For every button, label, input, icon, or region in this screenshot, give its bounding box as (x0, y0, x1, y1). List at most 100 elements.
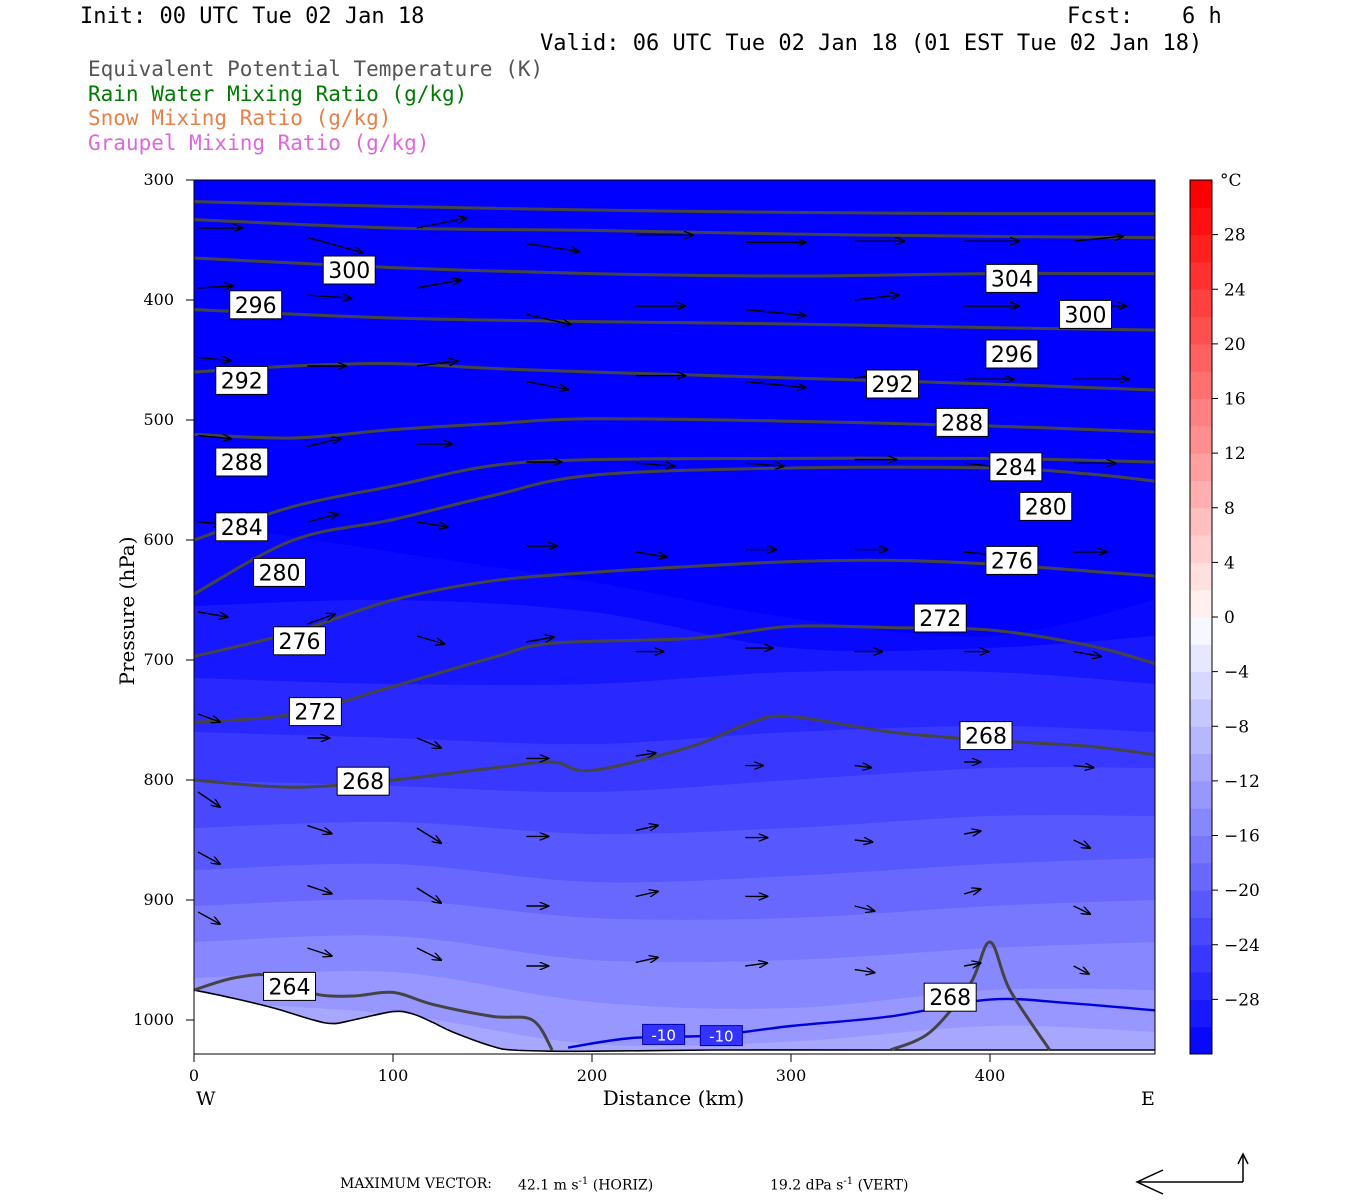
wind-vector (854, 906, 875, 911)
theta-e-contour (889, 940, 1051, 1052)
wind-vector (1073, 766, 1094, 768)
contour-label-box (229, 290, 283, 320)
wind-vector (307, 236, 362, 253)
colorbar-tick-label: 16 (1224, 390, 1246, 410)
theta-e-contour (194, 308, 1155, 332)
wind-vector (197, 791, 220, 807)
valid-time: Valid: 06 UTC Tue 02 Jan 18 (01 EST Tue … (540, 31, 1203, 56)
colorbar-band (1190, 453, 1212, 481)
x-end-label-east: E (1141, 1088, 1155, 1110)
contour-label-box (913, 603, 967, 633)
colorbar-band (1190, 617, 1212, 645)
contour-label-box (1059, 299, 1113, 329)
contour-label: 280 (1025, 495, 1067, 520)
wind-vector (416, 947, 441, 960)
wind-vector (416, 218, 467, 229)
max-vector-horiz: 42.1 m s-1 (HORIZ) (518, 1176, 653, 1194)
contour-label-box (263, 971, 317, 1001)
contour-label-box (215, 365, 269, 395)
contour-label: 268 (965, 725, 1007, 750)
contour-label: 284 (995, 456, 1037, 481)
y-tick-label: 400 (143, 290, 174, 309)
wind-vector (307, 824, 331, 834)
horiz-unit: m s (553, 1177, 579, 1194)
wind-vector (745, 963, 767, 966)
colorbar-band (1190, 343, 1212, 372)
theta-e-contour (194, 362, 1155, 392)
horiz-tag: (HORIZ) (592, 1177, 654, 1194)
contour-label: 304 (991, 267, 1033, 292)
colorbar-band (1190, 671, 1212, 700)
wind-vector (854, 840, 873, 842)
wind-vector (197, 851, 220, 864)
init-time: Init: 00 UTC Tue 02 Jan 18 (80, 4, 425, 29)
wind-vector (635, 463, 675, 466)
wind-vector (854, 970, 875, 973)
contour-label: 264 (269, 975, 311, 1000)
y-tick-label: 800 (143, 770, 174, 789)
colorbar: 28 24 20 16 12 8 4 0 −4 −8 −12 −16 −20 −24 −28 °C (1189, 171, 1260, 1055)
contour-label: 296 (991, 343, 1033, 368)
contour-label: 292 (871, 373, 913, 398)
wind-vector (526, 313, 570, 324)
wind-vector (307, 438, 340, 448)
forecast-label: Fcst: (1067, 4, 1134, 29)
wind-vector (1073, 905, 1091, 914)
colorbar-band (1190, 589, 1212, 618)
contour-label-box (1019, 491, 1073, 521)
colorbar-band (1190, 234, 1212, 263)
contour-label-box (989, 452, 1043, 482)
colorbar-band (1190, 425, 1212, 454)
colorbar-tick-label: −12 (1224, 772, 1260, 792)
max-vector-label: MAXIMUM VECTOR: (340, 1176, 492, 1192)
wind-vector (526, 242, 579, 252)
y-tick-label: 900 (143, 890, 174, 909)
legend-rain: Rain Water Mixing Ratio (g/kg) (88, 82, 468, 106)
isotherm-label-box (699, 1025, 743, 1047)
contour-label-box (865, 369, 919, 399)
wind-vector (416, 361, 458, 367)
theta-e-contour (194, 200, 1155, 216)
contour-label: 280 (259, 561, 301, 586)
contour-label-box (959, 721, 1013, 751)
colorbar-tick-label: −4 (1224, 663, 1249, 683)
contour-label: 300 (328, 259, 370, 284)
colorbar-band (1190, 261, 1212, 290)
theta-e-contour (194, 973, 554, 1051)
colorbar-band (1190, 644, 1212, 673)
vert-value: 19.2 (770, 1177, 802, 1194)
temperature-shading (194, 180, 1155, 1054)
wind-vector (854, 295, 899, 301)
wind-vector (307, 514, 338, 523)
wind-vector (745, 463, 784, 466)
contour-label: 296 (235, 294, 277, 319)
terrain (194, 989, 1155, 1054)
x-tick-label: 200 (577, 1066, 608, 1085)
colorbar-band (1190, 944, 1212, 973)
wind-vector (745, 380, 806, 388)
colorbar-band (1190, 808, 1212, 836)
colorbar-band (1190, 180, 1212, 208)
colorbar-band (1190, 1026, 1212, 1055)
contour-label: 272 (919, 607, 961, 632)
colorbar-band (1190, 207, 1212, 236)
wind-vector (197, 713, 220, 722)
wind-vector (526, 380, 568, 390)
contour-label-box (923, 982, 977, 1012)
y-tick-label: 500 (143, 410, 174, 429)
wind-vector (1073, 650, 1102, 657)
wind-vector (416, 635, 445, 644)
wind-vector (307, 295, 351, 298)
colorbar-band (1190, 480, 1212, 509)
x-tick-label: 300 (776, 1066, 807, 1085)
wind-vector (635, 551, 667, 557)
wind-vector (197, 436, 231, 439)
theta-e-contour (194, 624, 1155, 724)
wind-vector (963, 889, 981, 894)
x-tick-label: 0 (189, 1066, 199, 1085)
colorbar-band (1190, 398, 1212, 427)
wind-vector (307, 614, 335, 625)
wind-vector (964, 963, 981, 966)
wind-vector (635, 957, 658, 962)
